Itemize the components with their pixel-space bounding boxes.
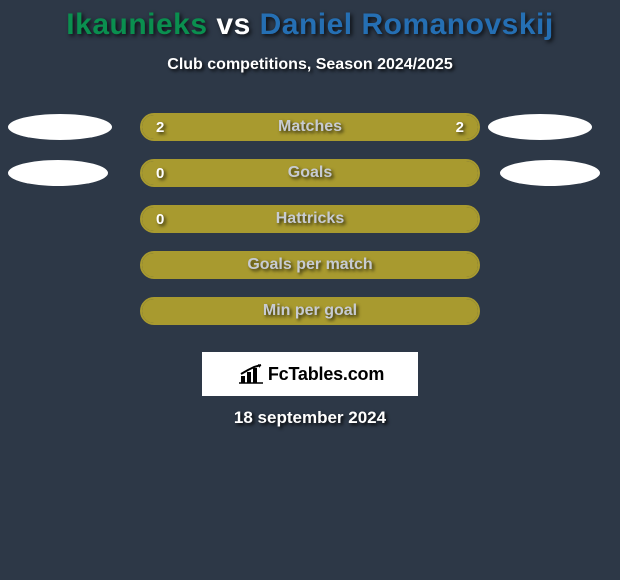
stat-row-goals-per-match: Goals per match — [0, 252, 620, 298]
stat-rows: 2 2 Matches 0 Goals 0 Hattricks — [0, 114, 620, 344]
logo-text: FcTables.com — [268, 364, 384, 385]
stat-bar-fill — [142, 253, 478, 277]
page-title: Ikaunieks vs Daniel Romanovskij — [0, 0, 620, 42]
stat-left-value: 0 — [156, 161, 164, 185]
comparison-infographic: Ikaunieks vs Daniel Romanovskij Club com… — [0, 0, 620, 580]
stat-bar: 0 Hattricks — [140, 205, 480, 233]
player2-name: Daniel Romanovskij — [260, 8, 554, 41]
stat-bar: Min per goal — [140, 297, 480, 325]
logo: FcTables.com — [236, 363, 384, 385]
stat-row-min-per-goal: Min per goal — [0, 298, 620, 344]
stat-left-value: 0 — [156, 207, 164, 231]
stat-left-value: 2 — [156, 115, 164, 139]
stat-bar: 2 2 Matches — [140, 113, 480, 141]
subtitle: Club competitions, Season 2024/2025 — [0, 56, 620, 74]
right-bubble — [500, 160, 600, 186]
right-bubble — [488, 114, 592, 140]
stat-row-hattricks: 0 Hattricks — [0, 206, 620, 252]
stat-bar-fill — [142, 207, 478, 231]
stat-row-goals: 0 Goals — [0, 160, 620, 206]
vs-text: vs — [208, 8, 260, 41]
logo-box: FcTables.com — [202, 352, 418, 396]
stat-bar-fill — [142, 299, 478, 323]
stat-bar-fill — [142, 161, 478, 185]
stat-bar: 0 Goals — [140, 159, 480, 187]
left-bubble — [8, 114, 112, 140]
stat-bar-fill — [142, 115, 478, 139]
left-bubble — [8, 160, 108, 186]
player1-name: Ikaunieks — [66, 8, 207, 41]
stat-row-matches: 2 2 Matches — [0, 114, 620, 160]
stat-right-value: 2 — [456, 115, 464, 139]
date-text: 18 september 2024 — [0, 408, 620, 428]
stat-bar: Goals per match — [140, 251, 480, 279]
bar-chart-icon — [236, 363, 264, 385]
